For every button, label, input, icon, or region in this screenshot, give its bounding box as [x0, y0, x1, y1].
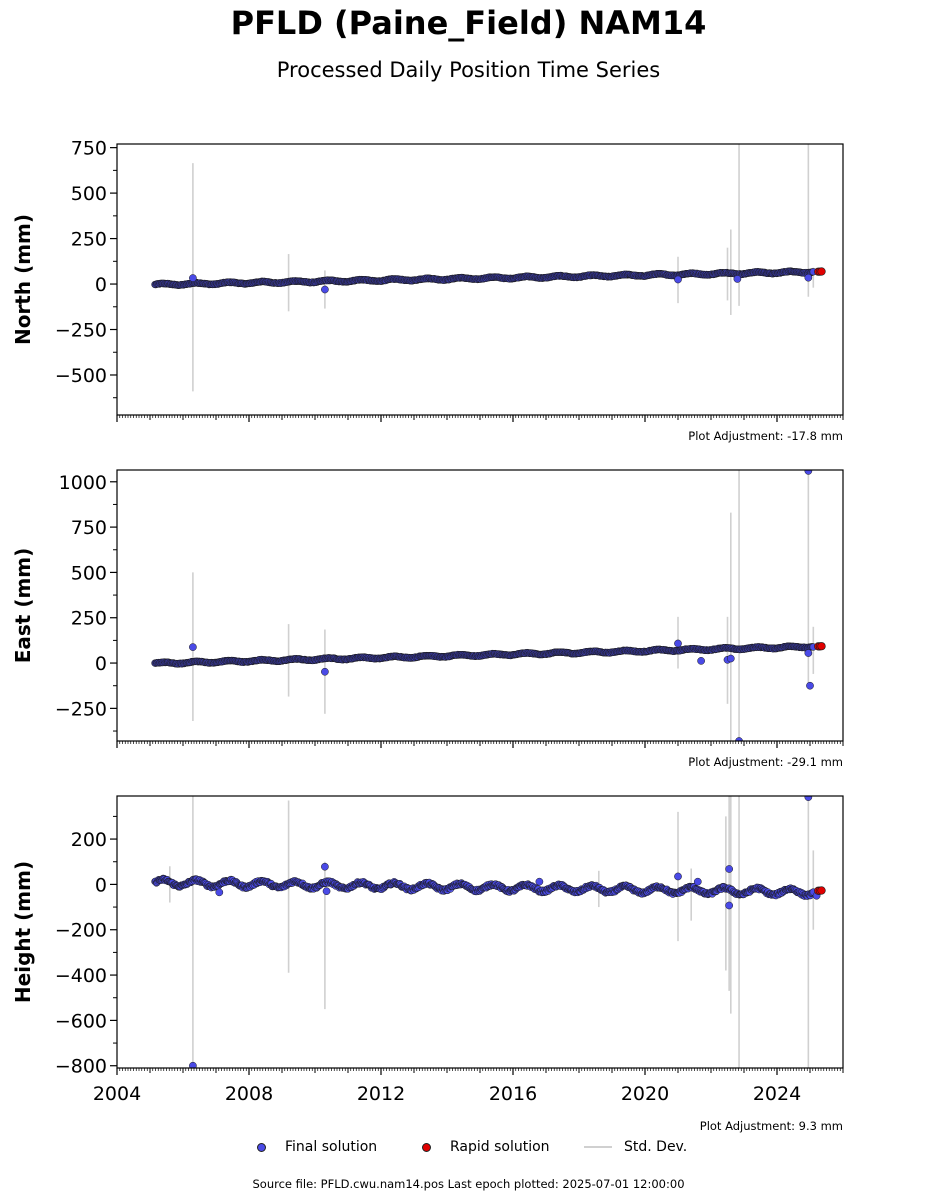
final-point-outlier: [674, 872, 682, 881]
final-point-outlier: [321, 862, 329, 871]
final-point-outlier: [215, 888, 224, 897]
y-tick-label: −250: [55, 698, 107, 720]
y-tick-label: −400: [55, 965, 107, 987]
y-tick-label: 500: [71, 183, 107, 205]
legend-std: Std. Dev.: [584, 1137, 687, 1157]
plot-adjustment: Plot Adjustment: 9.3 mm: [700, 1119, 843, 1133]
final-point-outlier: [804, 470, 813, 475]
plot-adjustment: Plot Adjustment: -17.8 mm: [688, 429, 843, 443]
final-point-outlier: [693, 877, 702, 886]
final-point-outlier: [697, 657, 705, 665]
panel-2: 1000 750 500 250 0 −250 East (mm) Plot Adjustme…: [11, 469, 844, 769]
y-tick-label: −800: [55, 1056, 107, 1078]
source-note: Source file: PFLD.cwu.nam14.pos Last epo…: [252, 1177, 685, 1191]
y-tick-label: 750: [71, 517, 107, 539]
x-tick-label: 2020: [621, 1083, 669, 1105]
final-point-outlier: [804, 796, 813, 801]
panel-1: 750 500 250 0 −250 −500 North (mm) Plot Adjustm…: [11, 138, 844, 443]
x-tick-label: 2004: [93, 1083, 141, 1105]
chart-title: PFLD (Paine_Field) NAM14: [230, 4, 707, 42]
final-point-outlier: [804, 273, 813, 282]
y-tick-label: 200: [71, 829, 107, 851]
plot-area: [151, 796, 826, 1068]
y-axis-label: East (mm): [11, 548, 35, 664]
legend-rapid-label: Rapid solution: [450, 1139, 550, 1155]
final-point-outlier: [806, 681, 814, 690]
legend-rapid: Rapid solution: [422, 1137, 550, 1157]
x-tick-label: 2024: [753, 1083, 801, 1105]
y-tick-label: 1000: [59, 472, 107, 494]
y-tick-label: 0: [95, 274, 107, 296]
legend: Final solution Rapid solution Std. Dev.: [0, 1137, 937, 1157]
y-tick-label: −250: [55, 320, 107, 342]
y-axis-label: North (mm): [11, 214, 35, 345]
y-tick-label: −600: [55, 1010, 107, 1032]
axes-frame: [116, 469, 844, 742]
final-point-outlier: [321, 285, 329, 294]
y-axis-label: Height (mm): [11, 861, 35, 1003]
y-tick-label: 750: [71, 138, 107, 160]
panel-3: 200 0 −200 −400 −600 −800 2004 2008 2012 2016 2020…: [11, 795, 844, 1133]
x-tick-label: 2008: [225, 1083, 273, 1105]
rapid-point: [817, 642, 826, 651]
plot-area: [151, 470, 826, 741]
legend-final: Final solution: [257, 1137, 377, 1157]
final-point-outlier: [725, 865, 734, 873]
y-tick-label: 250: [71, 608, 107, 630]
final-point-outlier: [725, 901, 734, 910]
plot-adjustment: Plot Adjustment: -29.1 mm: [688, 755, 843, 769]
final-point-outlier: [189, 643, 197, 651]
y-tick-label: −500: [55, 365, 107, 387]
final-point-outlier: [726, 654, 735, 663]
y-tick-label: 0: [95, 874, 107, 896]
chart-subtitle: Processed Daily Position Time Series: [276, 58, 661, 82]
legend-std-label: Std. Dev.: [624, 1139, 688, 1155]
final-point-outlier: [674, 639, 682, 648]
legend-final-label: Final solution: [285, 1139, 378, 1155]
final-point-outlier: [674, 275, 682, 284]
x-tick-label: 2016: [489, 1083, 537, 1105]
rapid-marker-icon: [422, 1142, 431, 1152]
x-tick-label: 2012: [357, 1083, 405, 1105]
final-point-outlier: [321, 667, 329, 676]
y-tick-label: 250: [71, 229, 107, 251]
final-marker-icon: [257, 1142, 266, 1152]
rapid-point: [817, 267, 826, 276]
y-tick-label: 0: [95, 653, 107, 675]
final-point-outlier: [804, 649, 813, 657]
y-tick-label: 500: [71, 562, 107, 584]
final-point-outlier: [535, 877, 544, 886]
final-point-outlier: [322, 887, 331, 896]
rapid-point: [817, 886, 826, 895]
final-point-outlier: [733, 275, 742, 283]
stddev-line-icon: [584, 1146, 612, 1148]
plot-area: [151, 144, 826, 392]
final-point-outlier: [189, 274, 197, 282]
axes-frame: [116, 795, 844, 1069]
y-tick-label: −200: [55, 920, 107, 942]
